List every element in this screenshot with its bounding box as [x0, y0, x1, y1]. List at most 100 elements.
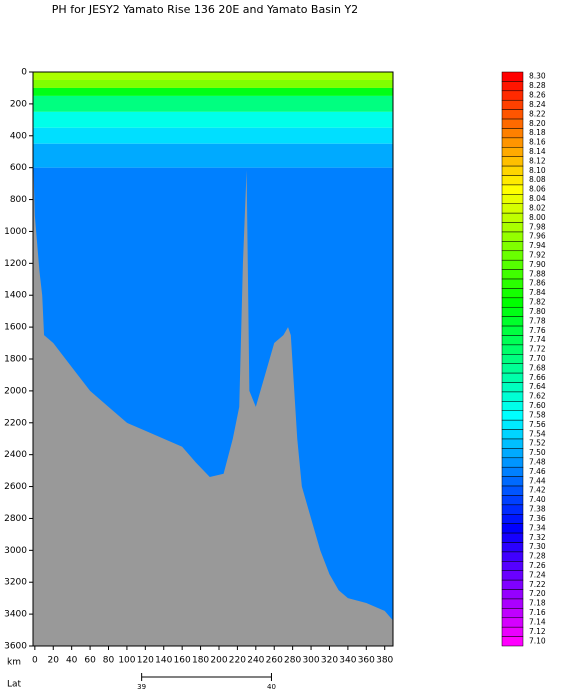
colorbar-label: 7.98 — [529, 222, 546, 231]
colorbar-label: 7.26 — [529, 561, 546, 570]
colorbar-swatch — [501, 203, 524, 214]
ph-band — [33, 143, 393, 168]
colorbar-swatch — [501, 269, 524, 280]
colorbar-swatch — [501, 617, 524, 628]
colorbar-swatch — [501, 523, 524, 534]
y-tick-label: 1400 — [4, 291, 27, 301]
colorbar-label: 8.02 — [529, 203, 546, 212]
y-tick-label: 1200 — [4, 259, 27, 269]
colorbar-swatch — [501, 410, 524, 421]
y-tick-label: 1000 — [4, 227, 27, 237]
colorbar-swatch — [501, 636, 524, 647]
colorbar-swatch — [501, 382, 524, 393]
bathymetry — [33, 151, 393, 646]
colorbar-label: 8.22 — [529, 109, 546, 118]
y-tick-label: 1600 — [4, 323, 27, 333]
colorbar-label: 8.20 — [529, 119, 546, 128]
colorbar-label: 7.18 — [529, 599, 546, 608]
colorbar-swatch — [501, 184, 524, 195]
colorbar-label: 8.24 — [529, 100, 546, 109]
colorbar-label: 7.52 — [529, 439, 546, 448]
colorbar-label: 7.78 — [529, 316, 546, 325]
colorbar-swatch — [501, 485, 524, 496]
colorbar-swatch — [501, 278, 524, 289]
colorbar-swatch — [501, 514, 524, 524]
x-tick-label: 80 — [103, 656, 115, 666]
colorbar-swatch — [501, 354, 524, 364]
colorbar-swatch — [501, 250, 524, 261]
colorbar-label: 8.08 — [529, 175, 546, 184]
colorbar-label: 7.54 — [529, 429, 546, 438]
colorbar-label: 8.10 — [529, 166, 546, 175]
colorbar-label: 8.14 — [529, 147, 546, 156]
colorbar-label: 7.42 — [529, 486, 546, 495]
x-tick-label: 380 — [376, 656, 393, 666]
colorbar-swatch — [501, 288, 524, 299]
colorbar-label: 7.88 — [529, 269, 546, 278]
colorbar-swatch — [501, 335, 524, 346]
colorbar-label: 7.62 — [529, 392, 546, 401]
colorbar-swatch — [501, 438, 524, 449]
colorbar-swatch — [501, 316, 524, 327]
colorbar-label: 7.10 — [529, 636, 546, 645]
colorbar-swatch — [501, 344, 524, 355]
colorbar-swatch — [501, 306, 524, 317]
colorbar-label: 7.64 — [529, 382, 546, 391]
colorbar-label: 8.04 — [529, 194, 546, 203]
x-tick-label: 20 — [48, 656, 60, 666]
colorbar-swatch — [501, 137, 524, 148]
lat-tick-label: 39 — [137, 683, 146, 691]
x-tick-label: 220 — [229, 656, 246, 666]
colorbar-label: 7.34 — [529, 523, 546, 532]
colorbar-swatch — [501, 372, 524, 383]
colorbar-swatch — [501, 259, 524, 270]
x-tick-label: 300 — [302, 656, 319, 666]
colorbar-swatch — [501, 118, 524, 129]
y-tick-label: 1800 — [4, 355, 27, 365]
x-tick-label: 0 — [32, 656, 38, 666]
ph-band — [33, 95, 393, 112]
colorbar-label: 7.16 — [529, 608, 546, 617]
colorbar-swatch — [501, 175, 524, 186]
colorbar-swatch — [501, 542, 524, 553]
colorbar-label: 7.84 — [529, 288, 546, 297]
colorbar-label: 7.50 — [529, 448, 546, 457]
x-tick-label: 320 — [321, 656, 338, 666]
colorbar-swatch — [501, 325, 524, 336]
colorbar-swatch — [501, 128, 524, 139]
colorbar-swatch — [501, 147, 524, 157]
colorbar-swatch — [501, 504, 524, 515]
y-tick-label: 800 — [10, 195, 27, 205]
colorbar-swatch — [501, 71, 524, 82]
colorbar-label: 7.20 — [529, 589, 546, 598]
x-tick-label: 60 — [84, 656, 96, 666]
lat-tick-label: 40 — [267, 683, 276, 691]
colorbar-label: 7.82 — [529, 298, 546, 307]
colorbar-label: 7.36 — [529, 514, 546, 523]
colorbar-swatch — [501, 476, 524, 487]
colorbar-label: 8.30 — [529, 72, 546, 81]
colorbar-label: 7.30 — [529, 542, 546, 551]
colorbar-label: 7.40 — [529, 495, 546, 504]
x-tick-label: 180 — [192, 656, 209, 666]
colorbar-swatch — [501, 165, 524, 176]
colorbar-label: 7.66 — [529, 373, 546, 382]
x-tick-label: 280 — [284, 656, 301, 666]
lat-axis-label: Lat — [7, 680, 22, 690]
colorbar-label: 8.28 — [529, 81, 546, 90]
colorbar-swatch — [501, 231, 524, 242]
colorbar-label: 7.68 — [529, 363, 546, 372]
x-tick-label: 260 — [266, 656, 283, 666]
colorbar-label: 7.58 — [529, 410, 546, 419]
colorbar-swatch — [501, 419, 524, 430]
colorbar-label: 7.24 — [529, 570, 546, 579]
colorbar-label: 7.74 — [529, 335, 546, 344]
y-tick-label: 3000 — [4, 546, 27, 556]
colorbar-swatch — [501, 222, 524, 233]
colorbar-label: 7.76 — [529, 326, 546, 335]
colorbar-label: 7.38 — [529, 505, 546, 514]
colorbar-swatch — [501, 466, 524, 477]
y-tick-label: 2800 — [4, 514, 27, 524]
x-tick-label: 340 — [339, 656, 356, 666]
colorbar-swatch — [501, 626, 524, 637]
